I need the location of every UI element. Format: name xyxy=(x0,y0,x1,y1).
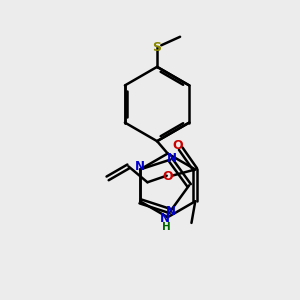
Text: O: O xyxy=(163,170,173,183)
Text: H: H xyxy=(161,222,170,232)
Text: S: S xyxy=(153,41,162,54)
Text: N: N xyxy=(134,160,144,173)
Text: N: N xyxy=(160,212,170,226)
Text: N: N xyxy=(167,152,177,165)
Text: N: N xyxy=(165,205,176,218)
Text: O: O xyxy=(172,139,183,152)
